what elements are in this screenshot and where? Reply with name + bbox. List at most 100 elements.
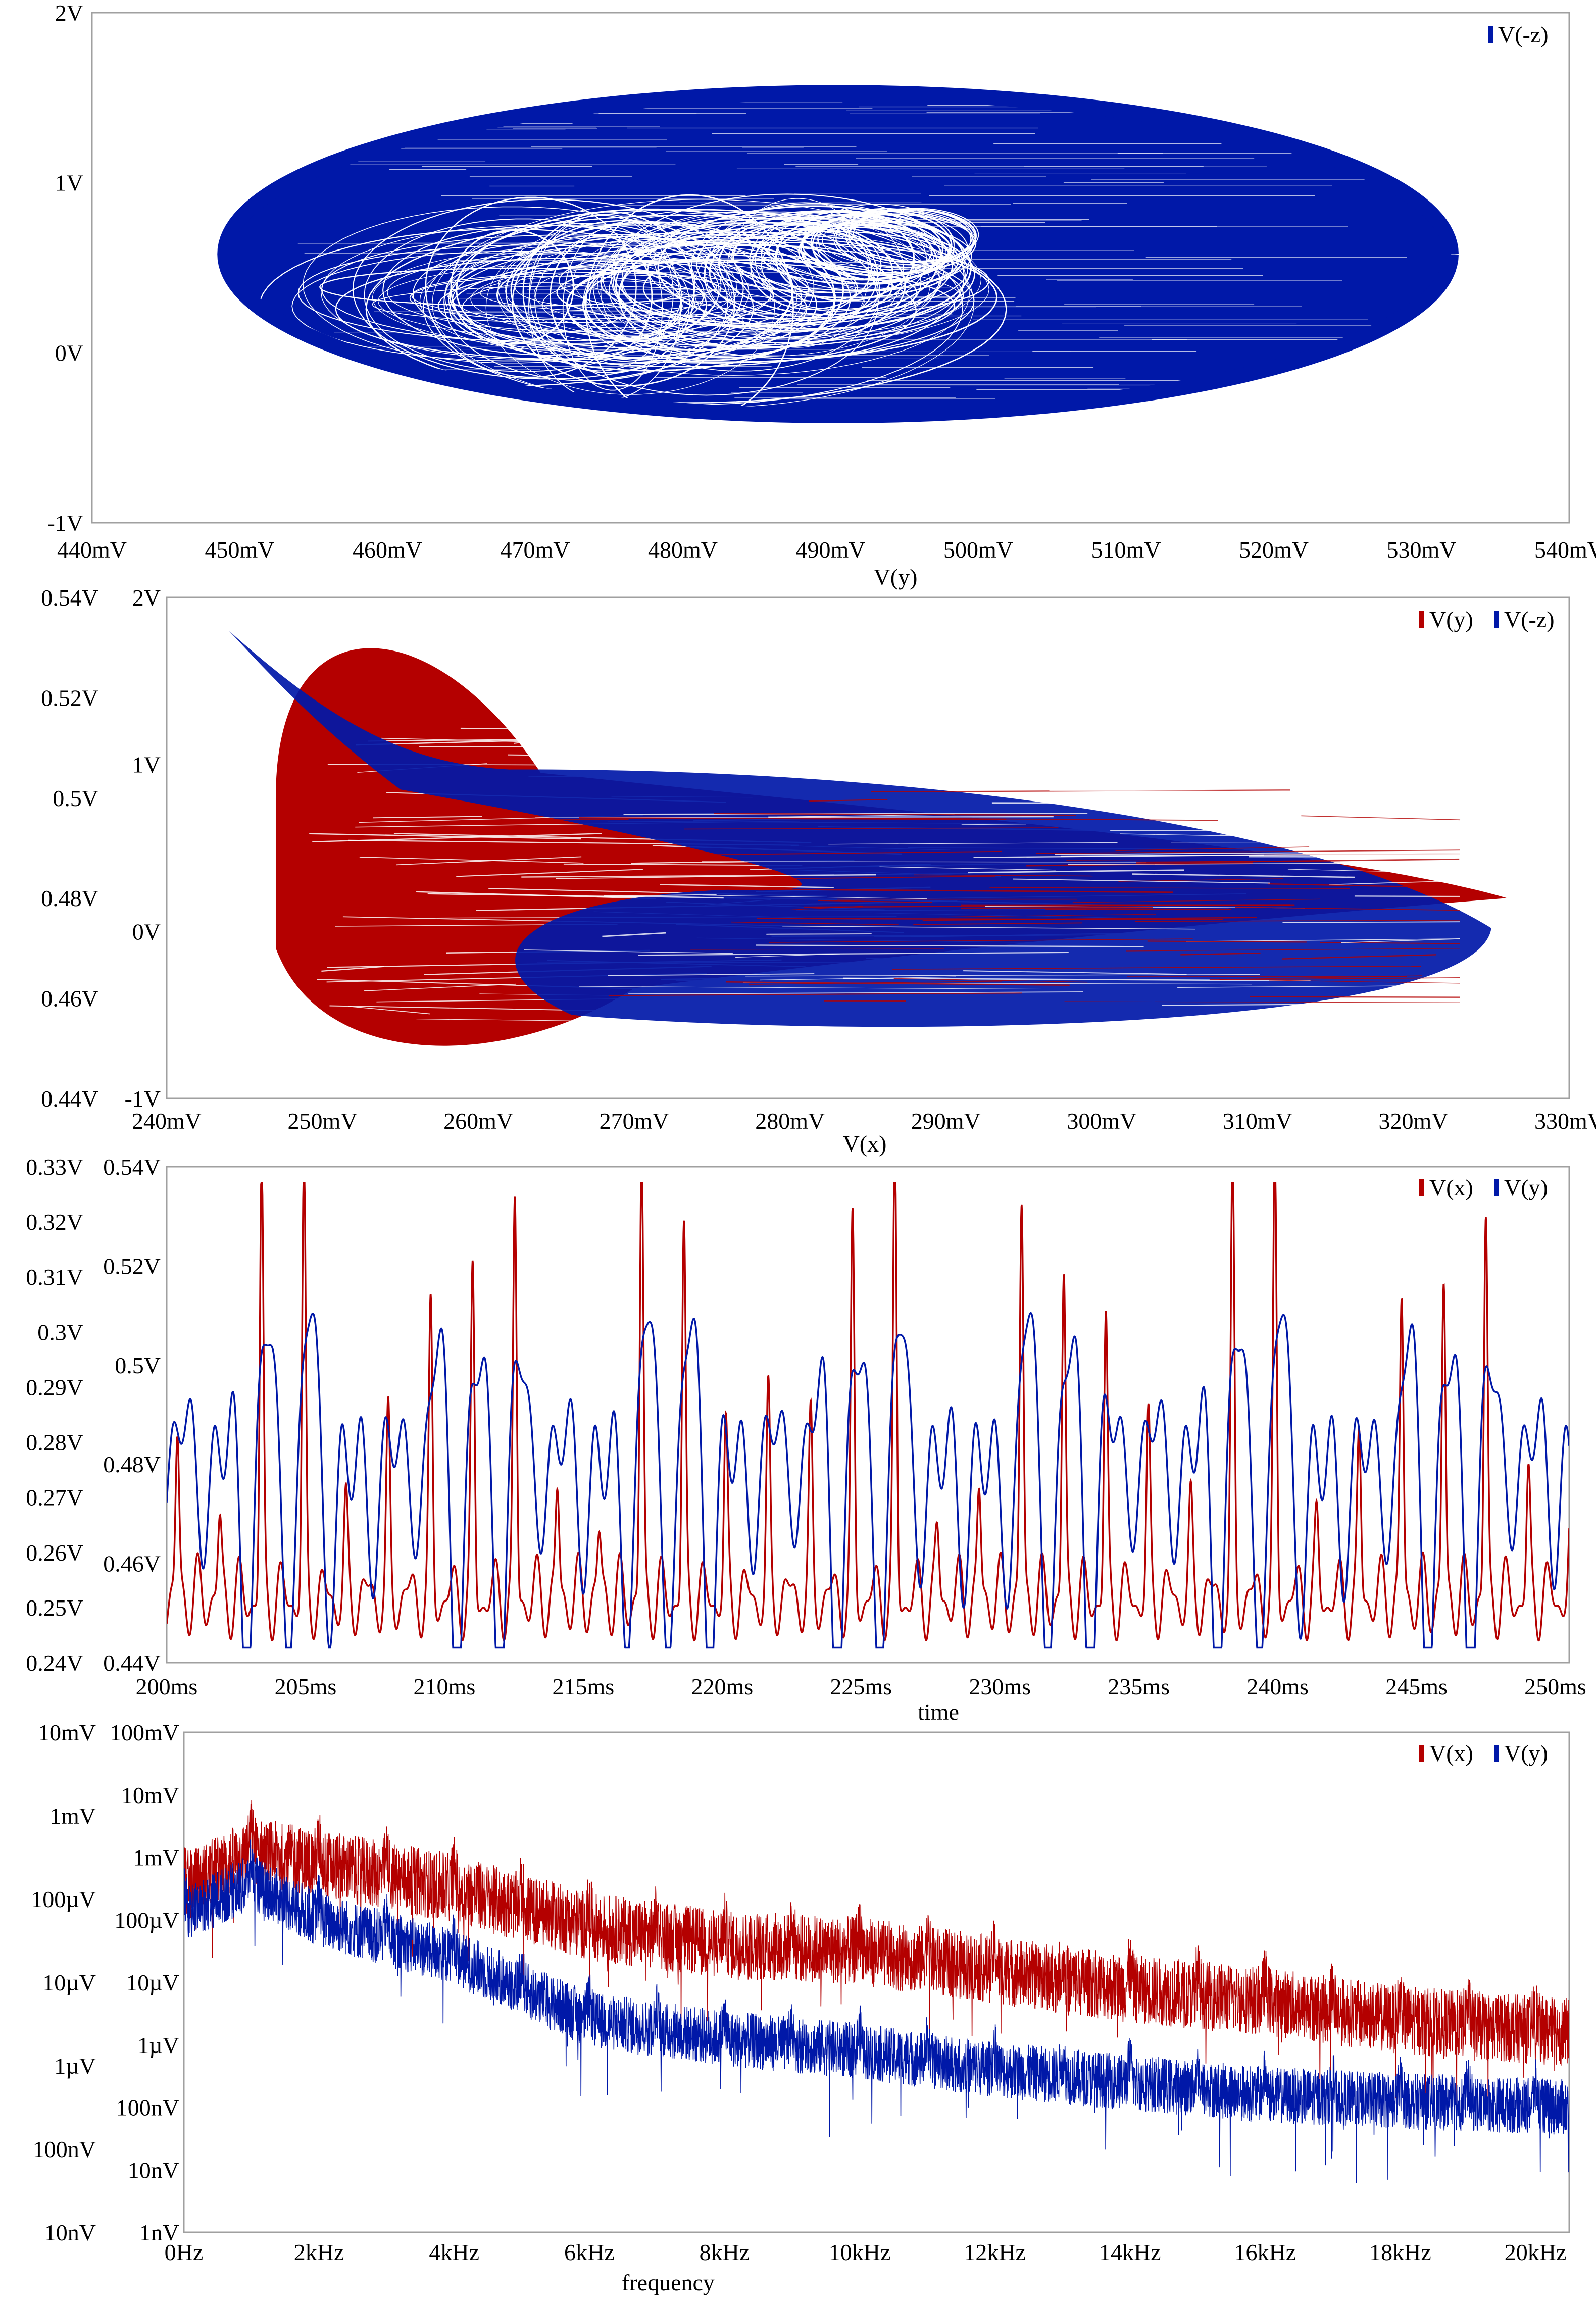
legend-swatch-vx bbox=[1419, 1179, 1424, 1196]
y-tick-label: 0.24V bbox=[26, 1650, 83, 1676]
vneg-z-orbit-gap bbox=[1110, 830, 1460, 831]
x-tick-label: 510mV bbox=[1091, 537, 1161, 563]
x-tick-label: 490mV bbox=[796, 537, 866, 563]
x-tick-label: 250mV bbox=[288, 1108, 358, 1134]
vneg-z-orbit-gap bbox=[1276, 843, 1357, 844]
x-tick-label: 215ms bbox=[553, 1674, 615, 1699]
legend-swatch-vy bbox=[1419, 611, 1424, 628]
x-tick-label: 2kHz bbox=[294, 2239, 344, 2265]
x-tick-label: 12kHz bbox=[964, 2239, 1026, 2265]
y-tick-label: 100mV bbox=[110, 1720, 179, 1745]
y-tick-label: 0.48V bbox=[103, 1452, 161, 1477]
y-tick-label: 0.3V bbox=[37, 1319, 83, 1345]
y-tick-label: 1V bbox=[55, 170, 83, 196]
x-tick-label: 470mV bbox=[501, 537, 570, 563]
y-tick-label: 0.32V bbox=[26, 1209, 83, 1235]
x-axis-label-3: time bbox=[918, 1699, 959, 1725]
x-axis-label-1: V(y) bbox=[874, 564, 918, 590]
x-tick-label: 205ms bbox=[275, 1674, 337, 1699]
y-tick-label: 10mV bbox=[121, 1782, 179, 1808]
x-tick-label: 225ms bbox=[830, 1674, 892, 1699]
y-tick-label: 10µV bbox=[126, 1970, 179, 1995]
y-tick-label: 1V bbox=[132, 752, 161, 778]
y-tick-label: 0V bbox=[132, 919, 161, 944]
y-tick-label: 100µV bbox=[114, 1907, 179, 1933]
y-tick-label: 0.48V bbox=[41, 885, 98, 911]
y-tick-label: 0.33V bbox=[26, 1154, 83, 1180]
y-tick-label: 1nV bbox=[139, 2220, 179, 2245]
y-tick-label: 1mV bbox=[133, 1845, 179, 1871]
y-tick-label: 10µV bbox=[42, 1970, 96, 1995]
x-tick-label: 330mV bbox=[1534, 1108, 1596, 1134]
y-tick-label: 1mV bbox=[49, 1803, 96, 1829]
x-tick-label: 20kHz bbox=[1505, 2239, 1567, 2265]
y-tick-label: 0.52V bbox=[41, 685, 98, 711]
x-tick-label: 450mV bbox=[205, 537, 275, 563]
y-tick-label: 100µV bbox=[31, 1886, 96, 1912]
x-tick-label: 14kHz bbox=[1099, 2239, 1161, 2265]
y-tick-label: 1µV bbox=[54, 2053, 96, 2079]
y-tick-label: 0.27V bbox=[26, 1485, 83, 1511]
y-tick-label: 10nV bbox=[44, 2220, 96, 2245]
x-tick-label: 250ms bbox=[1524, 1674, 1586, 1699]
x-tick-label: 240ms bbox=[1246, 1674, 1309, 1699]
x-tick-label: 230ms bbox=[969, 1674, 1031, 1699]
x-tick-label: 220ms bbox=[691, 1674, 753, 1699]
legend-label-vneg-z: V(-z) bbox=[1498, 22, 1549, 47]
x-tick-label: 6kHz bbox=[564, 2239, 615, 2265]
y-tick-label: 2V bbox=[132, 585, 161, 611]
y-tick-labels-right-3: 0.44V 0.46V 0.48V 0.5V 0.52V 0.54V bbox=[103, 1154, 161, 1676]
y-tick-label: -1V bbox=[47, 510, 83, 536]
x-tick-label: 10kHz bbox=[829, 2239, 891, 2265]
y-tick-label: 0.52V bbox=[103, 1253, 161, 1279]
y-tick-label: 0.25V bbox=[26, 1595, 83, 1621]
y-tick-label: 0.5V bbox=[115, 1353, 161, 1378]
legend-label-vx: V(x) bbox=[1429, 1740, 1473, 1766]
y-tick-label: 0.5V bbox=[53, 785, 98, 811]
x-tick-label: 290mV bbox=[911, 1108, 981, 1134]
y-tick-labels-right-2: -1V 0V 1V 2V bbox=[124, 585, 161, 1112]
x-tick-label: 16kHz bbox=[1234, 2239, 1296, 2265]
legend-label-vy: V(y) bbox=[1504, 1175, 1548, 1200]
y-tick-label: 10mV bbox=[38, 1720, 96, 1745]
y-tick-label: 0.28V bbox=[26, 1430, 83, 1456]
y-tick-label: 10nV bbox=[128, 2157, 179, 2183]
x-tick-label: 500mV bbox=[943, 537, 1013, 563]
legend-label-vneg-z: V(-z) bbox=[1504, 607, 1555, 632]
legend-swatch-vneg-z bbox=[1488, 26, 1493, 43]
x-axis-label-4: frequency bbox=[622, 2270, 715, 2295]
x-tick-label: 8kHz bbox=[700, 2239, 750, 2265]
y-tick-label: 0.46V bbox=[103, 1551, 161, 1577]
y-tick-label: 0.26V bbox=[26, 1540, 83, 1566]
y-tick-label: 0.44V bbox=[103, 1650, 161, 1676]
y-tick-label: 0.54V bbox=[103, 1154, 161, 1180]
y-tick-label: -1V bbox=[124, 1086, 161, 1112]
legend-label-vy: V(y) bbox=[1504, 1740, 1548, 1766]
y-tick-labels-left-3: 0.24V0.25V0.26V0.27V0.28V0.29V0.3V0.31V0… bbox=[26, 1154, 83, 1676]
legend-swatch-vy bbox=[1494, 1179, 1499, 1196]
x-tick-label: 270mV bbox=[600, 1108, 669, 1134]
y-tick-label: 0.54V bbox=[41, 585, 98, 611]
x-tick-label: 200ms bbox=[136, 1674, 198, 1699]
x-tick-label: 18kHz bbox=[1369, 2239, 1431, 2265]
y-tick-label: 1µV bbox=[137, 2032, 179, 2058]
x-tick-label: 480mV bbox=[648, 537, 718, 563]
x-tick-label: 540mV bbox=[1534, 537, 1596, 563]
x-tick-label: 460mV bbox=[353, 537, 422, 563]
x-tick-label: 280mV bbox=[755, 1108, 825, 1134]
y-tick-label: 2V bbox=[55, 0, 83, 26]
x-tick-label: 245ms bbox=[1385, 1674, 1448, 1699]
y-tick-label: 0.29V bbox=[26, 1374, 83, 1400]
